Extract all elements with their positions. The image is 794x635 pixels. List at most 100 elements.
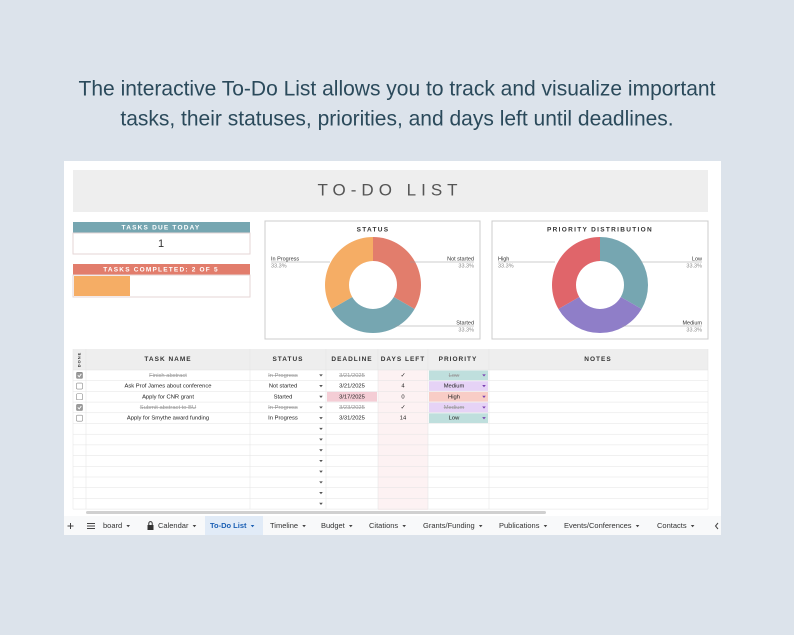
sheet-tab[interactable]: Contacts <box>657 521 687 530</box>
dropdown-arrow[interactable] <box>250 525 255 528</box>
dropdown-arrow[interactable] <box>319 481 323 484</box>
segment-value: 33.3% <box>458 263 474 269</box>
priority-chip[interactable] <box>429 370 488 381</box>
dropdown-arrow[interactable] <box>482 406 486 409</box>
priority: Low <box>449 416 460 422</box>
dropdown-arrow[interactable] <box>478 525 483 528</box>
column-header: STATUS <box>272 356 303 363</box>
task-name: Ask Prof James about conference <box>125 384 212 390</box>
scroll-left[interactable] <box>714 522 719 530</box>
dropdown-arrow[interactable] <box>319 406 323 409</box>
sheet-tab[interactable]: board <box>103 521 122 530</box>
sheet-tab[interactable]: Calendar <box>158 521 189 530</box>
checkbox[interactable] <box>76 372 83 379</box>
lock-body <box>147 525 154 530</box>
segment-value: 33.3% <box>686 327 702 333</box>
segment-label: High <box>498 256 509 262</box>
segment-value: 33.3% <box>686 263 702 269</box>
dropdown-arrow[interactable] <box>319 438 323 441</box>
sheet-tab[interactable]: Timeline <box>270 521 298 530</box>
task-status: In Progress <box>268 373 298 379</box>
segment-value: 33.3% <box>458 327 474 333</box>
donut-segment <box>558 297 642 333</box>
sheet-tab[interactable]: Grants/Funding <box>423 521 475 530</box>
sheet-menu[interactable] <box>87 523 95 529</box>
column-header: PRIORITY <box>439 356 478 363</box>
priority-chip[interactable] <box>429 381 488 391</box>
completed-header <box>73 264 250 275</box>
dropdown-arrow[interactable] <box>482 385 486 388</box>
dropdown-arrow[interactable] <box>319 449 323 452</box>
dropdown-arrow[interactable] <box>319 459 323 463</box>
deadline: 3/31/2025 <box>339 416 365 422</box>
h-scrollbar <box>86 511 546 514</box>
dropdown-arrow[interactable] <box>319 470 323 473</box>
priority: High <box>448 394 460 400</box>
dropdown-arrow[interactable] <box>319 502 323 505</box>
segment-label: In Progress <box>271 256 299 262</box>
sheet-tab[interactable]: Citations <box>369 521 398 530</box>
checkbox[interactable] <box>76 393 83 401</box>
deadline-highlight <box>327 391 377 402</box>
lock-shackle <box>148 521 153 525</box>
sheet-tab[interactable]: To-Do List <box>210 521 247 530</box>
segment-value: 33.3% <box>498 263 514 269</box>
deadline: 3/21/2025 <box>339 384 365 390</box>
dropdown-arrow[interactable] <box>319 427 323 431</box>
sheet-tab[interactable]: Publications <box>499 521 540 530</box>
checkbox[interactable] <box>76 414 83 422</box>
active-tab-bg[interactable] <box>205 516 263 535</box>
dropdown-arrow[interactable] <box>635 525 640 528</box>
priority-chip[interactable] <box>429 413 488 423</box>
headline: The interactive To-Do List allows you to… <box>79 78 716 101</box>
dropdown-arrow[interactable] <box>319 374 323 377</box>
completed-label: TASKS COMPLETED: 2 OF 5 <box>103 267 219 274</box>
priority-chip[interactable] <box>429 391 488 402</box>
donut-segment <box>331 297 415 333</box>
task-status: Started <box>274 394 293 400</box>
segment-value: 33.3% <box>271 263 287 269</box>
segment-label: Low <box>692 256 702 262</box>
days-left: 0 <box>401 394 404 400</box>
dropdown-arrow[interactable] <box>402 525 406 528</box>
sheet-tab[interactable]: Events/Conferences <box>564 521 632 530</box>
dropdown-arrow[interactable] <box>319 385 323 388</box>
dropdown-arrow[interactable] <box>482 417 486 420</box>
dropdown-arrow[interactable] <box>319 395 323 398</box>
deadline: 3/23/2025 <box>339 405 365 411</box>
dropdown-arrow[interactable] <box>319 417 323 420</box>
dropdown-arrow[interactable] <box>348 525 353 528</box>
priority-chip[interactable] <box>429 402 488 413</box>
days-left: ✓ <box>401 373 406 379</box>
title-bar <box>73 170 708 212</box>
headline: tasks, their statuses, priorities, and d… <box>120 108 673 131</box>
days-left: 4 <box>401 384 405 390</box>
column-header: DAYS LEFT <box>381 356 426 363</box>
task-name: Apply for CNR grant <box>142 394 194 400</box>
donut-segment <box>552 237 600 309</box>
donut-segment <box>373 237 421 309</box>
due-box <box>72 232 251 255</box>
dropdown-arrow[interactable] <box>690 525 695 528</box>
task-name: Apply for Smythe award funding <box>127 416 209 422</box>
donut-segment <box>600 237 648 309</box>
dropdown-arrow[interactable] <box>319 492 323 495</box>
dropdown-arrow[interactable] <box>482 395 486 398</box>
dropdown-arrow[interactable] <box>543 525 548 528</box>
priority: Low <box>449 373 460 379</box>
add-sheet[interactable] <box>67 523 74 529</box>
checkbox[interactable] <box>76 382 83 390</box>
days-left: ✓ <box>401 405 406 411</box>
due-label: TASKS DUE TODAY <box>122 225 201 232</box>
dropdown-arrow[interactable] <box>192 525 197 528</box>
due-value: 1 <box>158 238 164 250</box>
task-status: In Progress <box>268 416 298 422</box>
sheet-tab[interactable]: Budget <box>321 521 346 530</box>
checkmark <box>77 405 82 410</box>
dropdown-arrow[interactable] <box>482 374 486 377</box>
dropdown-arrow[interactable] <box>302 525 306 528</box>
checkbox[interactable] <box>76 404 83 411</box>
dropdown-arrow[interactable] <box>126 525 130 528</box>
